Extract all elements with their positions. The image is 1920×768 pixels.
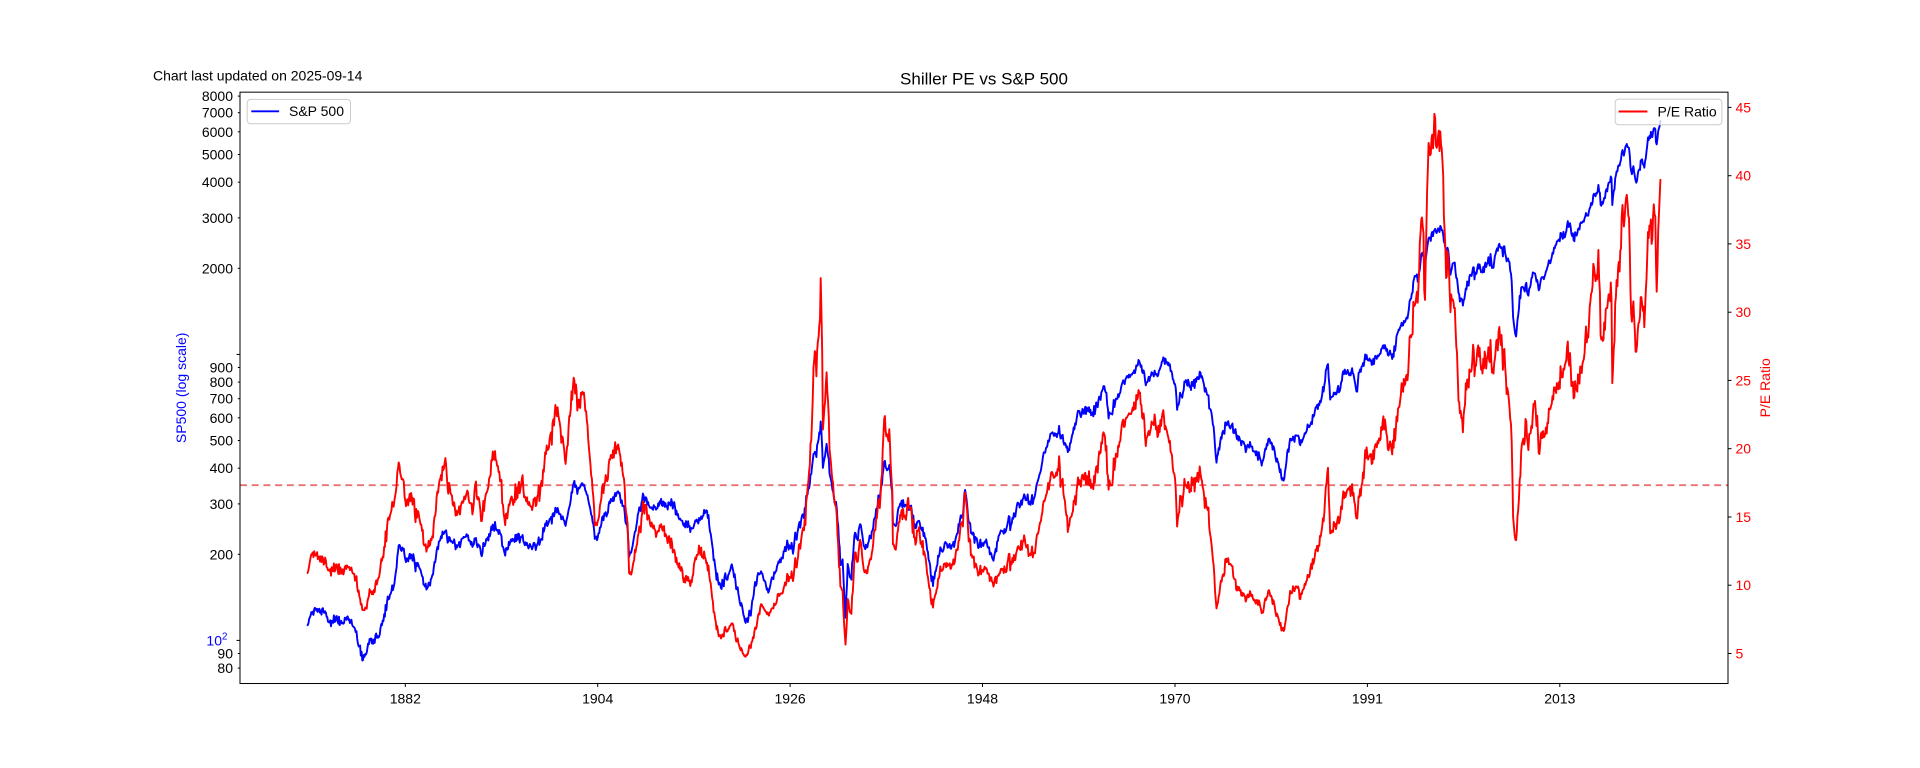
- svg-text:Chart last updated on 2025-09-: Chart last updated on 2025-09-14: [153, 67, 363, 83]
- svg-text:1882: 1882: [390, 691, 421, 707]
- svg-text:SP500 (log scale): SP500 (log scale): [173, 333, 189, 444]
- svg-text:2000: 2000: [202, 260, 233, 276]
- svg-text:15: 15: [1736, 509, 1752, 525]
- svg-text:20: 20: [1736, 441, 1752, 457]
- svg-text:25: 25: [1736, 372, 1752, 388]
- svg-text:40: 40: [1736, 168, 1752, 184]
- svg-text:3000: 3000: [202, 210, 233, 226]
- svg-text:8000: 8000: [202, 88, 233, 104]
- svg-text:2: 2: [222, 631, 227, 642]
- svg-text:1948: 1948: [967, 691, 998, 707]
- svg-text:80: 80: [217, 660, 233, 676]
- svg-text:1970: 1970: [1159, 691, 1190, 707]
- svg-text:900: 900: [210, 360, 234, 376]
- svg-text:700: 700: [210, 391, 234, 407]
- svg-text:400: 400: [210, 460, 234, 476]
- svg-text:7000: 7000: [202, 105, 233, 121]
- svg-text:600: 600: [210, 410, 234, 426]
- svg-text:4000: 4000: [202, 174, 233, 190]
- svg-text:5000: 5000: [202, 147, 233, 163]
- svg-text:1991: 1991: [1352, 691, 1383, 707]
- svg-text:Shiller PE vs S&P 500: Shiller PE vs S&P 500: [900, 70, 1068, 89]
- svg-text:S&P 500: S&P 500: [289, 103, 344, 119]
- svg-text:5: 5: [1736, 646, 1744, 662]
- svg-text:1904: 1904: [582, 691, 613, 707]
- svg-text:P/E Ratio: P/E Ratio: [1757, 358, 1773, 417]
- svg-text:P/E Ratio: P/E Ratio: [1658, 103, 1717, 119]
- svg-text:6000: 6000: [202, 124, 233, 140]
- svg-text:10: 10: [1736, 577, 1752, 593]
- svg-text:300: 300: [210, 496, 234, 512]
- svg-text:800: 800: [210, 374, 234, 390]
- svg-text:200: 200: [210, 546, 234, 562]
- svg-text:2013: 2013: [1544, 691, 1575, 707]
- svg-text:10: 10: [206, 632, 222, 648]
- svg-text:90: 90: [217, 646, 233, 662]
- svg-text:1926: 1926: [775, 691, 806, 707]
- svg-text:500: 500: [210, 433, 234, 449]
- svg-text:30: 30: [1736, 304, 1752, 320]
- svg-text:45: 45: [1736, 99, 1752, 115]
- svg-text:35: 35: [1736, 236, 1752, 252]
